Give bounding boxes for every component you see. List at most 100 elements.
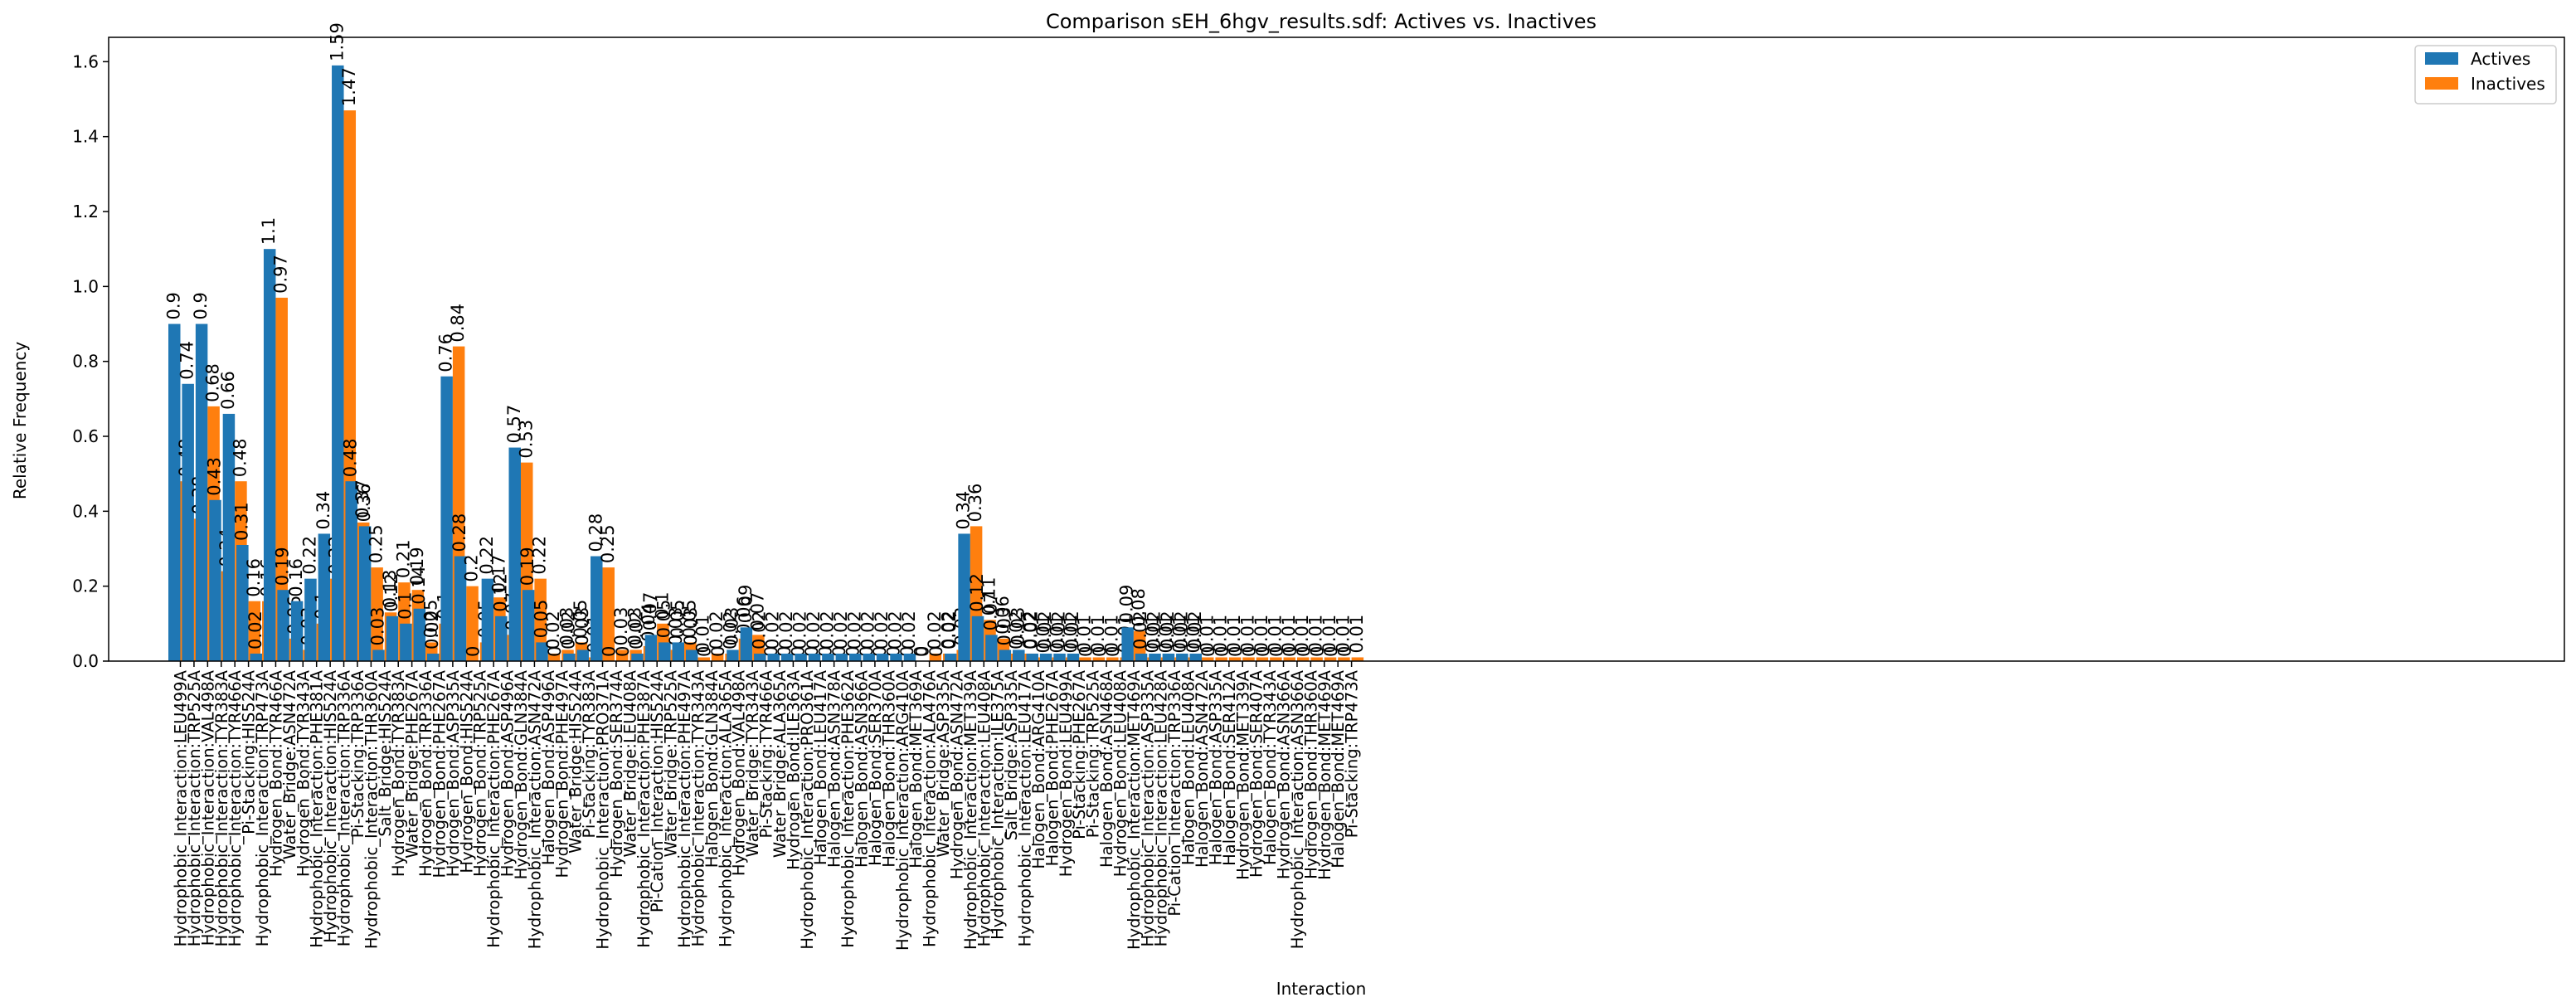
chart-title: Comparison sEH_6hgv_results.sdf: Actives…: [1046, 10, 1597, 33]
bar-value-label: 0.74: [177, 341, 197, 380]
bar-actives: [318, 533, 331, 661]
bar-value-label: 0.53: [516, 420, 536, 459]
x-tick-label: Halogen_Bond:LEU417A: [811, 669, 830, 865]
bar-value-label: 0.13: [380, 570, 400, 609]
bar-inactives: [929, 653, 942, 661]
bar-value-label: 0.07: [980, 592, 1000, 631]
bar-actives: [944, 653, 957, 661]
bar-value-label: 0.01: [693, 615, 713, 654]
bar-actives: [1067, 653, 1080, 661]
bar-actives: [822, 653, 834, 661]
bar-value-label: 0.28: [450, 513, 469, 552]
x-tick-label: Hydrophobic_Interaction:MET339A: [961, 669, 980, 950]
bar-inactives: [1351, 657, 1364, 661]
x-tick-label: Hydrogen_Bond:TYR343A: [294, 669, 313, 877]
bar-inactives: [1079, 657, 1091, 661]
x-tick-label: Hydrophobic_Interaction:LEU428A: [1152, 669, 1171, 946]
y-tick-label: 0.4: [72, 501, 99, 521]
bar-actives: [250, 653, 263, 661]
x-tick-label: Hydrophobic_Interaction:PHE267A: [484, 669, 503, 947]
bar-value-label: 0.19: [407, 547, 427, 586]
bar-inactives: [615, 649, 629, 661]
bar-value-label: 0.02: [1022, 611, 1042, 649]
bar-value-label: 0.12: [490, 573, 510, 612]
bar-actives: [727, 649, 739, 661]
bar-value-label: 0.02: [776, 611, 796, 649]
bar-actives: [1026, 653, 1038, 661]
bar-value-label: 0.02: [1144, 611, 1164, 649]
bar-value-label: 0.21: [393, 539, 413, 578]
x-tick-label: Halogen_Bond:SER370A: [866, 669, 885, 866]
bar-actives: [890, 653, 902, 661]
x-tick-label: Pi-Stacking:TYR466A: [757, 669, 776, 838]
x-tick-label: Halogen_Bond:LEU408A: [1179, 669, 1198, 865]
bar-actives: [903, 653, 916, 661]
bar-actives: [332, 65, 344, 662]
bar-actives: [835, 653, 848, 661]
bar-actives: [795, 653, 807, 661]
bar-value-label: 1.47: [339, 67, 359, 106]
x-tick-label: Halogen_Bond:ASP496A: [539, 669, 558, 865]
bar-value-label: 0: [1334, 646, 1354, 657]
bar-actives: [495, 615, 508, 661]
bar-value-label: 0.12: [967, 573, 987, 612]
x-tick-label: Hydrogen_Bond:LEU408A: [1111, 669, 1130, 877]
bar-inactives: [275, 297, 288, 661]
bar-value-label: 0.03: [1008, 607, 1028, 646]
bar-value-label: 0.19: [273, 547, 293, 586]
bar-value-label: 0.01: [1224, 615, 1244, 654]
bar-value-label: 0.02: [1185, 611, 1205, 649]
bar-value-label: 0.68: [203, 363, 223, 402]
bar-value-label: 0.02: [872, 611, 892, 649]
x-tick-label: Hydrogen_Bond:HIS524A: [457, 669, 476, 873]
bar-inactives: [1270, 657, 1282, 661]
x-tick-label: Pi-Stacking:TRP336A: [348, 669, 367, 838]
bar-value-label: 0.03: [681, 607, 701, 646]
bar-value-label: 0.01: [1033, 615, 1053, 654]
bar-value-label: 0.01: [1292, 615, 1312, 654]
x-tick-label: Halogen_Bond:ARG410A: [1029, 669, 1048, 868]
bar-value-label: 0.01: [1265, 615, 1285, 654]
legend: Actives Inactives: [2414, 45, 2557, 105]
bar-value-label: 0.34: [954, 491, 974, 530]
bar-value-label: 0.02: [558, 611, 578, 649]
bar-value-label: 0.03: [994, 607, 1014, 646]
bar-actives: [767, 653, 780, 661]
bar-value-label: 0.07: [747, 592, 767, 631]
bar-value-label: 0.01: [1047, 615, 1067, 654]
bar-inactives: [1202, 657, 1214, 661]
bar-value-label: 0.02: [790, 611, 810, 649]
x-tick-label: Halogen_Bond:MET369A: [906, 669, 926, 868]
bar-actives: [263, 249, 276, 661]
bar-value-label: 0.02: [1130, 611, 1150, 649]
x-tick-label: Pi-Stacking:HIS524A: [240, 669, 259, 834]
x-tick-label: Halogen_Bond:ASN468A: [1097, 669, 1116, 868]
bar-value-label: 0.02: [627, 611, 647, 649]
bar-value-label: 0.05: [571, 600, 591, 639]
bar-actives: [536, 642, 548, 661]
bar-value-label: 0: [1281, 646, 1300, 657]
bar-actives: [195, 324, 208, 661]
bar-actives: [685, 649, 698, 661]
x-tick-label: Hydrogen_Bond:MET469A: [1315, 669, 1334, 879]
x-tick-label: Hydrogen_Bond:TYR466A: [266, 669, 285, 877]
bar-inactives: [1228, 657, 1242, 661]
bar-value-label: 0: [1321, 646, 1341, 657]
legend-swatch-actives: [2425, 52, 2458, 65]
x-tick-label: Hydrogen_Bond:ILE363A: [784, 669, 803, 869]
bar-inactives: [1310, 657, 1323, 661]
bar-value-label: 0.01: [1074, 615, 1094, 654]
bar-value-label: 0.02: [1020, 611, 1040, 649]
bar-value-label: 1.59: [327, 22, 347, 61]
bar-value-label: 0.03: [666, 607, 686, 646]
bar-value-label: 0.01: [1101, 615, 1121, 654]
bar-value-label: 0.14: [409, 566, 429, 605]
bar-value-label: 0.02: [938, 611, 958, 649]
y-tick-label: 1.4: [72, 127, 99, 147]
bar-value-label: 0.22: [299, 536, 319, 575]
bar-actives: [1189, 653, 1202, 661]
bar-value-label: 0: [912, 646, 932, 657]
x-tick-label: Hydrophobic_Interaction:TRP336A: [335, 669, 354, 946]
x-tick-label: Hydrophobic_Interaction:HIS524A: [321, 669, 340, 942]
